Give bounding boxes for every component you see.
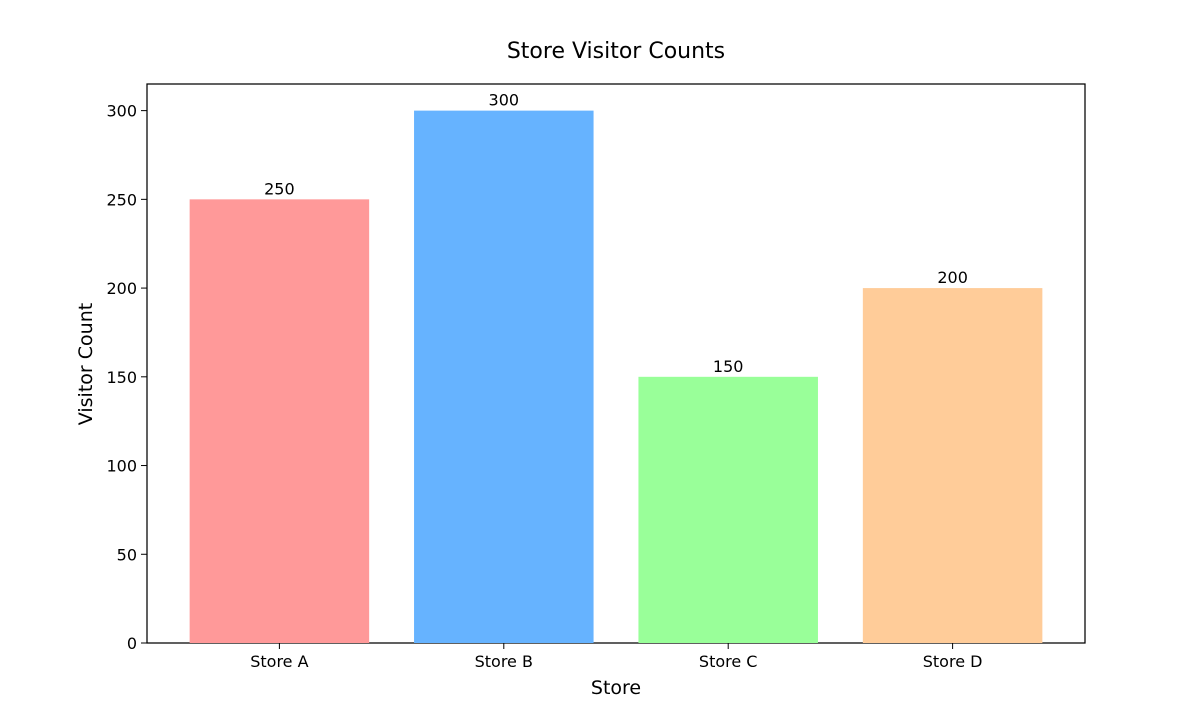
y-tick-label: 250	[106, 190, 137, 209]
bar-store-c	[638, 376, 818, 643]
bars-layer	[189, 110, 1043, 644]
x-tick-label: Store A	[250, 652, 308, 671]
y-tick-label: 150	[106, 368, 137, 387]
data-label: 200	[937, 268, 968, 287]
x-tick-label: Store C	[699, 652, 758, 671]
data-label: 150	[713, 357, 744, 376]
plot-area	[146, 83, 1086, 644]
y-tick-label: 100	[106, 457, 137, 476]
x-tick-label: Store D	[923, 652, 983, 671]
y-axis: 0 50 100 150 200 250 300	[106, 102, 147, 653]
y-axis-title: Visitor Count	[75, 303, 97, 425]
bar-store-a	[189, 199, 370, 643]
y-tick-label: 0	[127, 634, 137, 653]
bar-store-b	[414, 110, 594, 644]
chart-title: Store Visitor Counts	[507, 39, 725, 64]
y-tick-label: 300	[106, 102, 137, 121]
bar-store-d	[862, 288, 1043, 643]
y-tick-label: 50	[117, 545, 137, 564]
plot-frame	[146, 83, 1086, 644]
data-label: 300	[489, 91, 520, 110]
x-axis: Store A Store B Store C Store D	[250, 643, 982, 671]
data-label: 250	[264, 179, 295, 198]
x-tick-label: Store B	[475, 652, 533, 671]
data-labels-layer: 250 300 150 200	[264, 91, 968, 376]
y-tick-label: 200	[106, 279, 137, 298]
x-axis-title: Store	[591, 677, 641, 699]
